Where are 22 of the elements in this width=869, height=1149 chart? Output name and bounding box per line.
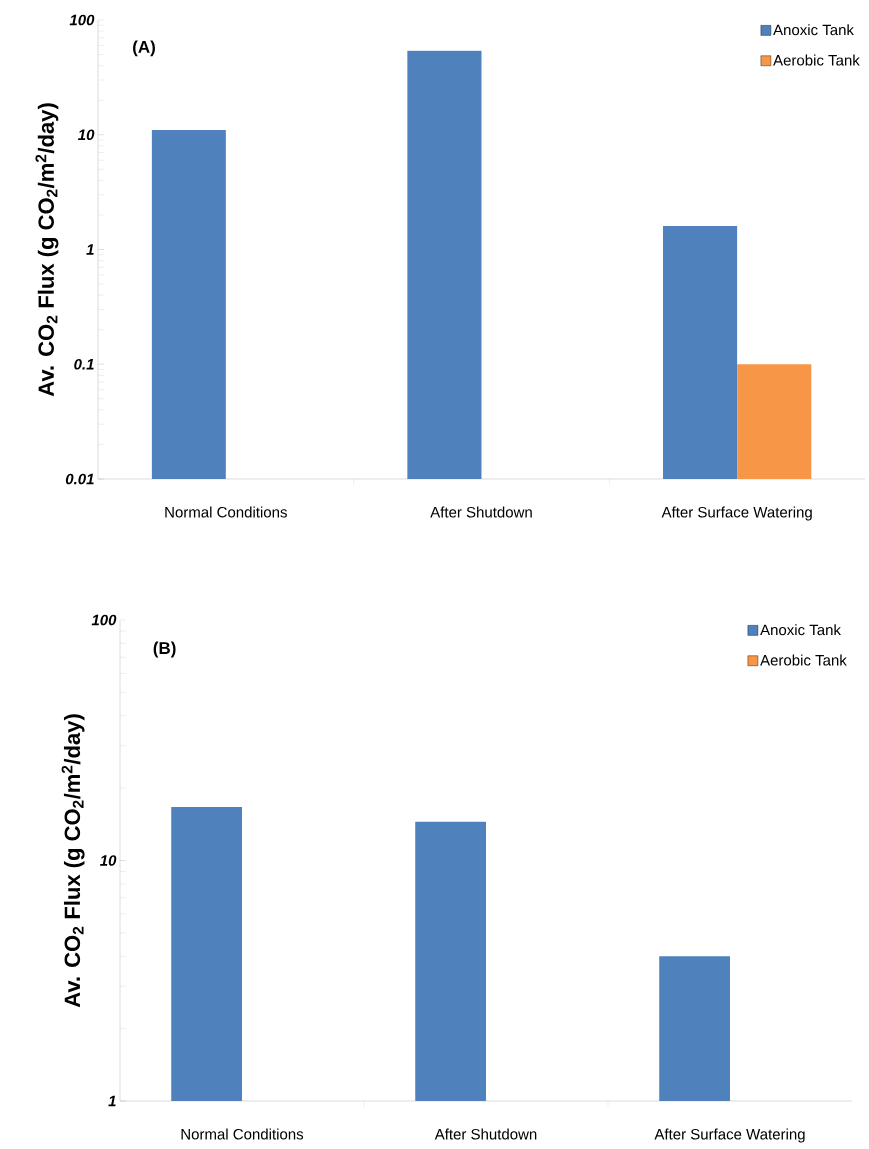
text: (A)	[133, 40, 155, 57]
x-tick-label: After Shutdown	[434, 1128, 537, 1140]
legend-label: Aerobic Tank	[760, 654, 847, 666]
x-tick-label: Normal Conditions	[181, 1128, 304, 1140]
x-tick-label: After Surface Watering	[654, 1128, 805, 1143]
y-tick-label: 0.01	[65, 473, 94, 485]
x-tick-label: After Shutdown	[430, 506, 532, 518]
text: (B)	[153, 641, 176, 658]
legend-label: Anoxic Tank	[760, 624, 841, 636]
x-tick-label: After Surface Watering	[661, 506, 812, 521]
y-tick-label: 10	[78, 129, 95, 141]
x-tick-label: Normal Conditions	[165, 506, 287, 518]
y-tick-label: 100	[69, 14, 95, 26]
y-axis-title: Av. CO$_{2}$ Flux (g CO$_{2}$/m$^{2}$/day)	[61, 714, 85, 1008]
y-tick-label: 10	[100, 855, 117, 866]
y-tick-label: 1	[108, 1095, 116, 1107]
y-tick-label: 100	[91, 614, 117, 626]
legend-label: Anoxic Tank	[773, 24, 854, 36]
legend-label: Aerobic Tank	[773, 54, 860, 66]
y-axis-title: Av. CO$_{2}$ Flux (g CO$_{2}$/m$^{2}$/day)	[35, 103, 59, 397]
y-tick-label: 0.1	[74, 358, 94, 370]
y-tick-label: 1	[86, 244, 94, 255]
